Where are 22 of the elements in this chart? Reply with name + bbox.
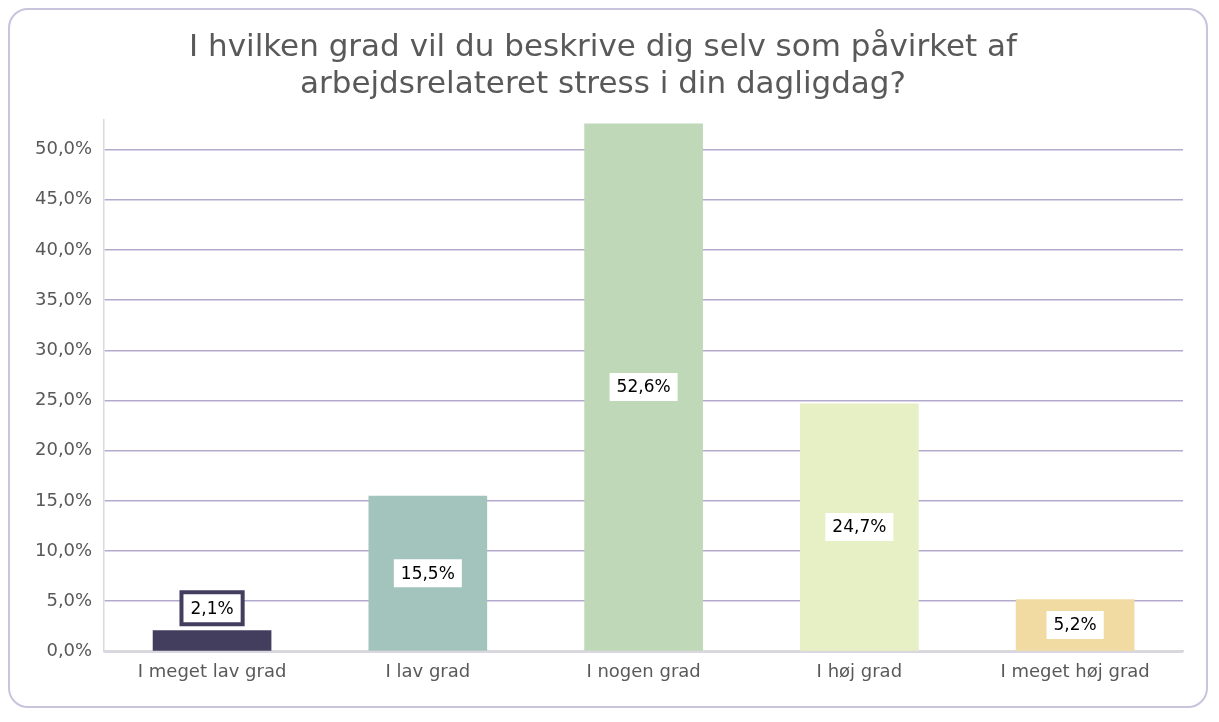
y-tick-label: 10,0% — [34, 538, 93, 560]
x-tick-label: I meget lav grad — [137, 659, 287, 681]
y-tick-label: 30,0% — [34, 337, 93, 359]
y-tick-label: 25,0% — [34, 388, 93, 410]
y-tick-label: 50,0% — [34, 137, 93, 159]
y-tick-label: 35,0% — [34, 287, 93, 309]
data-label: 2,1% — [190, 597, 234, 618]
x-tick-label: I nogen grad — [586, 659, 701, 681]
data-label: 24,7% — [832, 516, 887, 537]
y-tick-label: 15,0% — [34, 488, 93, 510]
chart-title: I hvilken grad vil du beskrive dig selv som påvirket af arbejdsrelateret stress i din dagligdag? — [189, 26, 1019, 100]
y-tick-label: 0,0% — [46, 639, 93, 661]
data-label: 15,5% — [400, 562, 455, 583]
y-tick-label: 5,0% — [46, 588, 93, 610]
x-tick-label: I meget høj grad — [1000, 659, 1150, 681]
y-tick-label: 45,0% — [34, 187, 93, 209]
y-tick-label: 40,0% — [34, 237, 93, 259]
x-tick-label: I lav grad — [385, 659, 471, 681]
data-label: 5,2% — [1053, 614, 1097, 635]
x-tick-label: I høj grad — [816, 659, 903, 681]
data-label: 52,6% — [616, 376, 671, 397]
y-tick-label: 20,0% — [34, 438, 93, 460]
